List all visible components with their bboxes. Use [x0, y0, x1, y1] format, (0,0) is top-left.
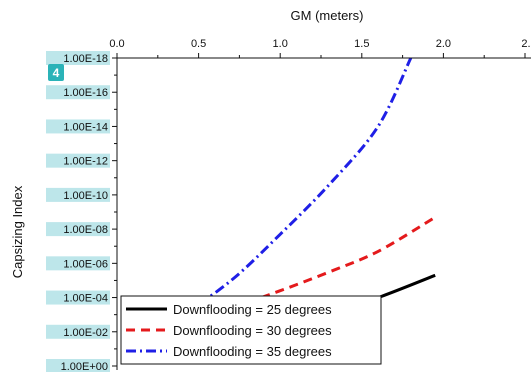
x-tick-label: 1.5 [354, 38, 369, 50]
series-layer [145, 57, 436, 335]
x-ticks-layer: 0.0 0.5 1.0 1.5 2.0 2.5 [109, 38, 531, 58]
series-line-3 [145, 57, 413, 334]
y-tick-label: 1.00E-08 [63, 224, 108, 236]
legend-label: Downflooding = 35 degrees [173, 344, 332, 359]
y-tick-label-highlight [46, 187, 110, 202]
legend-label: Downflooding = 30 degrees [173, 323, 332, 338]
y-tick-label: 1.00E-04 [63, 293, 108, 305]
y-tick-label: 1.00E-12 [63, 156, 108, 168]
legend: Downflooding = 25 degrees Downflooding = … [120, 295, 382, 365]
y-tick-label: 1.00E-16 [63, 87, 108, 99]
y-tick-label: 1.00E+00 [61, 361, 108, 372]
figure-badge: 4 [48, 64, 64, 81]
y-tick-label-highlight [46, 222, 110, 237]
y-tick-label-highlight [46, 256, 110, 271]
x-tick-label: 2.0 [436, 38, 451, 50]
y-tick-label-highlight [46, 359, 110, 372]
y-tick-label-highlight [46, 324, 110, 339]
y-ticks-layer: 1.00E+00 1.00E-02 1.00E-04 1.00E-06 1.00E-08… [46, 51, 117, 372]
figure-badge-label: 4 [53, 66, 60, 80]
y-tick-label: 1.00E-10 [63, 190, 108, 202]
y-tick-label-highlight [46, 153, 110, 168]
y-axis-title: Capsizing Index [10, 185, 25, 278]
y-tick-label: 1.00E-18 [63, 53, 108, 65]
legend-label: Downflooding = 25 degrees [173, 302, 332, 317]
y-tick-label-highlight [46, 119, 110, 134]
x-tick-label: 2.5 [521, 38, 531, 50]
x-tick-label: 0.0 [109, 38, 124, 50]
y-tick-label: 1.00E-02 [63, 327, 108, 339]
y-tick-label-highlight [46, 51, 110, 65]
x-tick-label: 1.0 [273, 38, 288, 50]
x-axis-title: GM (meters) [291, 8, 364, 23]
y-tick-label-highlight [46, 290, 110, 305]
y-tick-label-highlight [46, 85, 110, 100]
y-tick-label: 1.00E-14 [63, 121, 108, 133]
y-tick-label: 1.00E-06 [63, 258, 108, 270]
x-tick-label: 0.5 [191, 38, 206, 50]
figure-badge-background [48, 64, 64, 81]
